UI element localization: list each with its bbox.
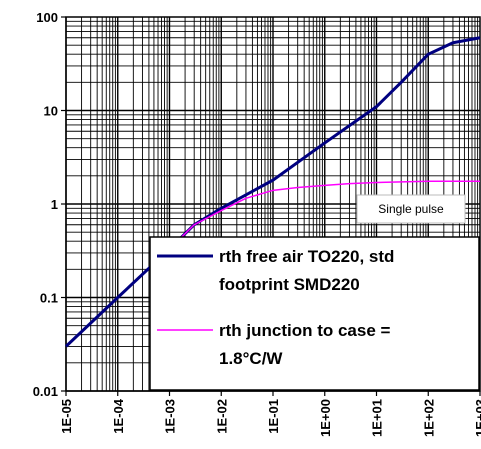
y-tick-label: 0.1 bbox=[40, 291, 58, 306]
legend-label-series-2-line-1: rth junction to case = bbox=[219, 321, 391, 340]
x-tick-label: 1E-04 bbox=[111, 398, 126, 433]
legend-label-series-2-line-2: 1.8°C/W bbox=[219, 349, 283, 368]
legend: rth free air TO220, std footprint SMD220… bbox=[150, 237, 479, 390]
x-tick-label: 1E+00 bbox=[318, 399, 333, 437]
x-tick-label: 1E-02 bbox=[214, 399, 229, 434]
y-tick-label: 10 bbox=[44, 104, 58, 119]
x-tick-label: 1E+02 bbox=[421, 399, 436, 437]
y-tick-label: 1 bbox=[51, 197, 58, 212]
x-tick-label: 1E+03 bbox=[473, 399, 481, 437]
x-tick-label: 1E+01 bbox=[370, 399, 385, 437]
y-tick-label: 0.01 bbox=[33, 384, 58, 399]
legend-label-series-1-line-2: footprint SMD220 bbox=[219, 275, 360, 294]
legend-label-series-1-line-1: rth free air TO220, std bbox=[219, 247, 394, 266]
annotation-box: Single pulse bbox=[357, 195, 465, 223]
x-tick-label: 1E-03 bbox=[163, 399, 178, 434]
y-tick-label: 100 bbox=[36, 10, 58, 25]
annotation-single-pulse: Single pulse bbox=[378, 202, 444, 216]
x-tick-label: 1E-01 bbox=[266, 399, 281, 434]
x-tick-label: 1E-05 bbox=[59, 399, 74, 434]
